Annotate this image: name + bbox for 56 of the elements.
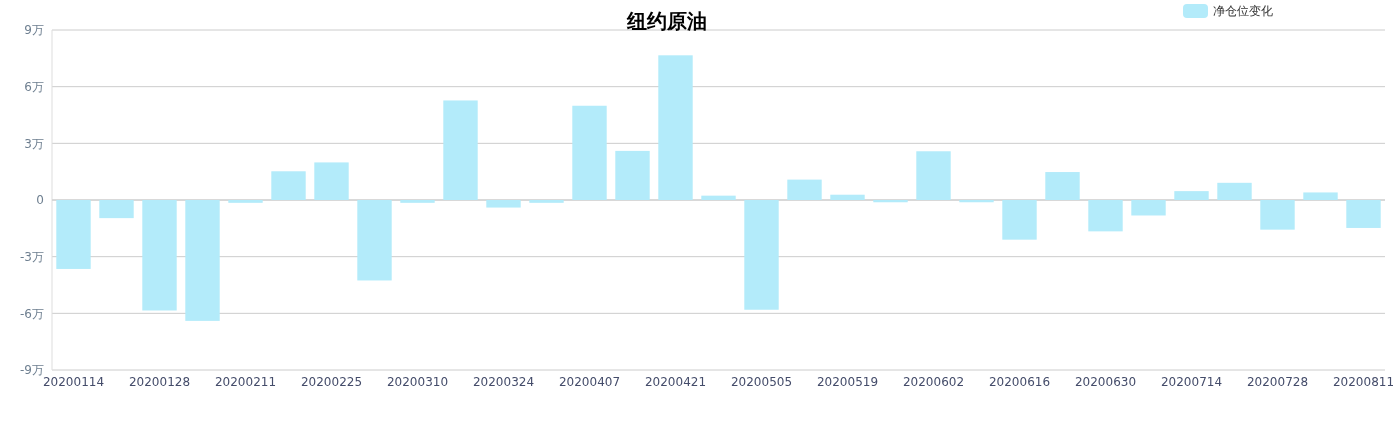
bar: [142, 200, 177, 311]
bar: [572, 105, 607, 200]
y-tick-label: 0: [36, 193, 44, 208]
bar: [1174, 191, 1209, 200]
bar: [701, 195, 736, 200]
x-tick-label: 20200324: [472, 375, 535, 389]
bar: [1217, 182, 1252, 200]
bar: [314, 162, 349, 200]
bar: [744, 200, 779, 310]
bar: [228, 200, 263, 203]
x-tick-label: 20200211: [214, 375, 277, 389]
legend-label: 净仓位变化: [1213, 4, 1273, 19]
bar: [357, 200, 392, 281]
x-tick-label: 20200407: [558, 375, 621, 389]
x-tick-label: 20200310: [386, 375, 449, 389]
bar: [486, 200, 521, 208]
x-tick-label: 20200616: [988, 375, 1051, 389]
bar: [443, 100, 478, 200]
bar: [99, 200, 134, 219]
x-tick-label: 20200128: [128, 375, 191, 389]
x-tick-label: 20200421: [644, 375, 707, 389]
bar: [615, 150, 650, 200]
y-tick-label: 6万: [24, 79, 44, 94]
y-tick-label: -9万: [20, 363, 44, 378]
y-tick-label: -3万: [20, 249, 44, 264]
bar: [185, 200, 220, 321]
x-tick-label: 20200714: [1160, 375, 1223, 389]
bar: [529, 200, 564, 203]
bar: [271, 171, 306, 200]
bar: [1002, 200, 1037, 240]
x-tick-label: 20200728: [1246, 375, 1309, 389]
bar: [830, 194, 865, 200]
x-tick-label: 20200630: [1074, 375, 1137, 389]
y-tick-label: -6万: [20, 306, 44, 321]
y-tick-label: 9万: [24, 23, 44, 38]
bar: [1260, 200, 1295, 230]
chart-title: 纽约原油: [625, 9, 707, 33]
bar: [916, 151, 951, 200]
y-tick-label: 3万: [24, 136, 44, 151]
bar: [1088, 200, 1123, 232]
x-tick-label: 20200114: [42, 375, 105, 389]
bar: [1303, 192, 1338, 200]
bar: [1045, 172, 1080, 200]
x-tick-label: 20200225: [300, 375, 363, 389]
bar: [787, 179, 822, 200]
x-tick-label: 20200602: [902, 375, 965, 389]
bar: [400, 200, 435, 203]
bar: [1346, 200, 1381, 228]
bar: [56, 200, 91, 269]
bar: [959, 200, 994, 203]
bar: [1131, 200, 1166, 216]
x-tick-label: 20200519: [816, 375, 879, 389]
x-tick-label: 20200811: [1332, 375, 1393, 389]
x-tick-label: 20200505: [730, 375, 793, 389]
bar: [873, 200, 908, 203]
bar: [658, 55, 693, 200]
